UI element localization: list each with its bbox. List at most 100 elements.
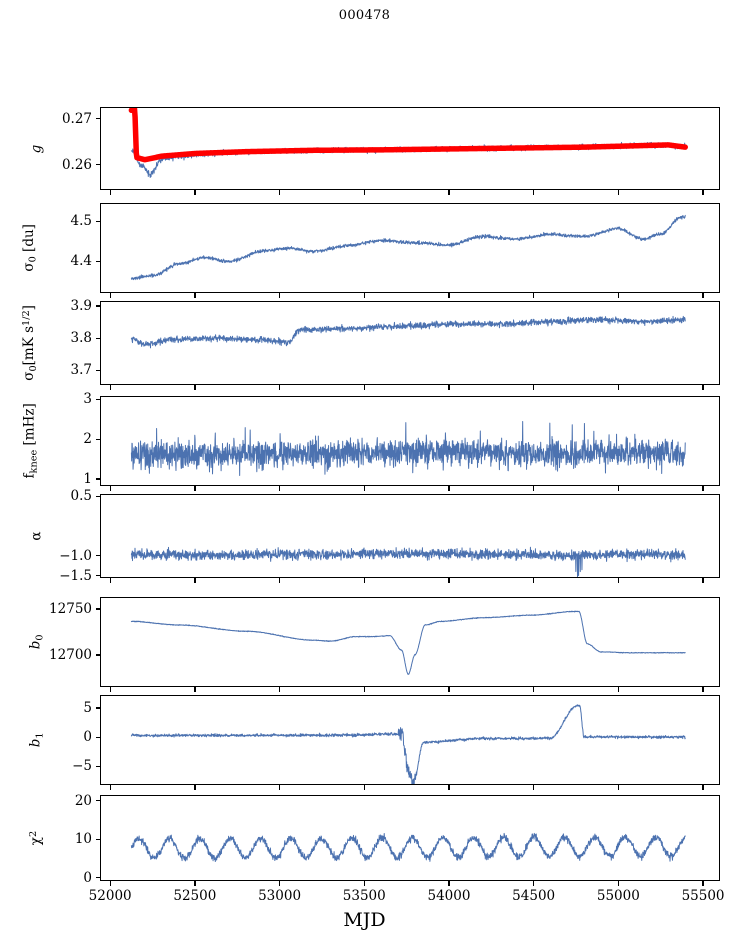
x-tick-mark (109, 293, 111, 298)
x-tick-mark (448, 881, 450, 886)
y-tick-mark (96, 495, 100, 498)
y-axis-label-chi2: χ2 (28, 830, 45, 846)
y-tick-mark (96, 260, 100, 262)
x-tick-mark (109, 881, 111, 886)
x-tick-mark (363, 881, 365, 886)
plot-panel-chi2 (100, 795, 720, 881)
x-tick-mark (109, 785, 111, 790)
x-tick-mark (617, 486, 620, 491)
x-tick-mark (448, 293, 450, 298)
series-b1 (131, 705, 685, 784)
y-tick-mark (96, 654, 100, 656)
x-tick-mark (278, 293, 281, 298)
x-tick-mark (363, 578, 365, 583)
series-sigma0-mK (131, 316, 685, 348)
y-tick-label-g-1: 0.27 (61, 110, 92, 127)
x-tick-mark (702, 190, 704, 195)
x-tick-mark (194, 486, 196, 491)
x-tick-label-53000: 53000 (258, 888, 302, 904)
x-tick-mark (278, 385, 281, 390)
x-tick-mark (278, 190, 281, 195)
x-tick-mark (448, 190, 450, 195)
x-tick-label-55000: 55000 (596, 888, 640, 904)
y-tick-mark (96, 398, 100, 400)
x-tick-mark (533, 578, 535, 583)
y-tick-label-b1-1: 0 (83, 729, 92, 746)
y-tick-label-f_knee-1: 2 (83, 431, 92, 447)
y-tick-label-sigma0_mK-2: 3.9 (70, 297, 92, 314)
y-tick-mark (96, 877, 100, 879)
x-tick-mark (109, 687, 111, 692)
y-axis-label-f_knee: fknee [mHz] (21, 403, 39, 479)
x-tick-mark (702, 578, 704, 583)
x-tick-mark (278, 687, 281, 692)
x-tick-mark (278, 578, 281, 583)
y-tick-mark (96, 707, 100, 709)
x-tick-mark (533, 785, 535, 790)
x-tick-mark (363, 293, 365, 298)
series-b0 (131, 611, 685, 674)
series-g-smooth (131, 108, 685, 159)
y-tick-mark (96, 765, 100, 767)
x-tick-mark (702, 785, 704, 790)
x-tick-mark (617, 881, 620, 886)
x-tick-mark (702, 293, 704, 298)
x-tick-mark (278, 486, 281, 491)
x-tick-mark (617, 385, 620, 390)
plot-panel-f_knee (100, 396, 720, 486)
y-axis-label-sigma0_du: σ0 [du] (20, 224, 39, 272)
x-tick-mark (194, 293, 196, 298)
y-tick-mark (96, 305, 100, 307)
y-tick-label-alpha-2: 0.5 (70, 488, 92, 505)
x-tick-mark (448, 486, 450, 491)
plot-panel-sigma0_mK (100, 301, 720, 385)
y-tick-mark (96, 369, 100, 372)
x-tick-mark (109, 190, 111, 195)
x-tick-mark (448, 785, 450, 790)
y-tick-label-g-0: 0.26 (61, 156, 92, 173)
y-tick-label-b1-0: −5 (72, 758, 92, 775)
x-tick-mark (448, 578, 450, 583)
x-tick-mark (533, 687, 535, 692)
y-axis-label-g: g (27, 144, 44, 153)
series-chi2 (131, 833, 685, 861)
x-tick-mark (109, 385, 111, 390)
x-axis-label: MJD (343, 909, 386, 931)
x-tick-mark (109, 486, 111, 491)
x-tick-mark (448, 687, 450, 692)
x-tick-mark (617, 293, 620, 298)
x-tick-mark (533, 486, 535, 491)
x-tick-mark (533, 293, 535, 298)
y-axis-label-b1: b1 (27, 732, 45, 748)
x-tick-mark (278, 785, 281, 790)
y-tick-label-alpha-1: −1.0 (59, 547, 92, 564)
x-tick-mark (363, 385, 365, 390)
y-tick-label-chi2-0: 0 (83, 869, 92, 886)
plot-panel-b1 (100, 695, 720, 785)
x-tick-mark (617, 687, 620, 692)
x-tick-mark (533, 385, 535, 390)
y-tick-mark (96, 838, 100, 840)
y-tick-mark (96, 220, 100, 222)
y-tick-mark (96, 575, 100, 577)
x-tick-mark (702, 385, 704, 390)
series-alpha (131, 547, 685, 577)
series-f-knee (131, 422, 685, 476)
x-tick-mark (702, 486, 704, 491)
y-tick-label-b0-0: 12700 (49, 646, 92, 663)
x-tick-mark (363, 687, 365, 692)
x-tick-mark (194, 578, 196, 583)
x-tick-mark (109, 578, 111, 583)
y-tick-mark (96, 438, 100, 440)
x-tick-label-55500: 55500 (681, 888, 725, 904)
x-tick-mark (194, 881, 196, 886)
y-tick-label-f_knee-2: 3 (83, 391, 92, 408)
y-tick-mark (96, 164, 100, 166)
y-tick-mark (96, 800, 100, 802)
x-tick-mark (363, 190, 365, 195)
x-tick-label-52500: 52500 (173, 888, 217, 904)
x-tick-mark (448, 385, 450, 390)
x-tick-mark (194, 687, 196, 692)
y-tick-mark (96, 478, 100, 480)
